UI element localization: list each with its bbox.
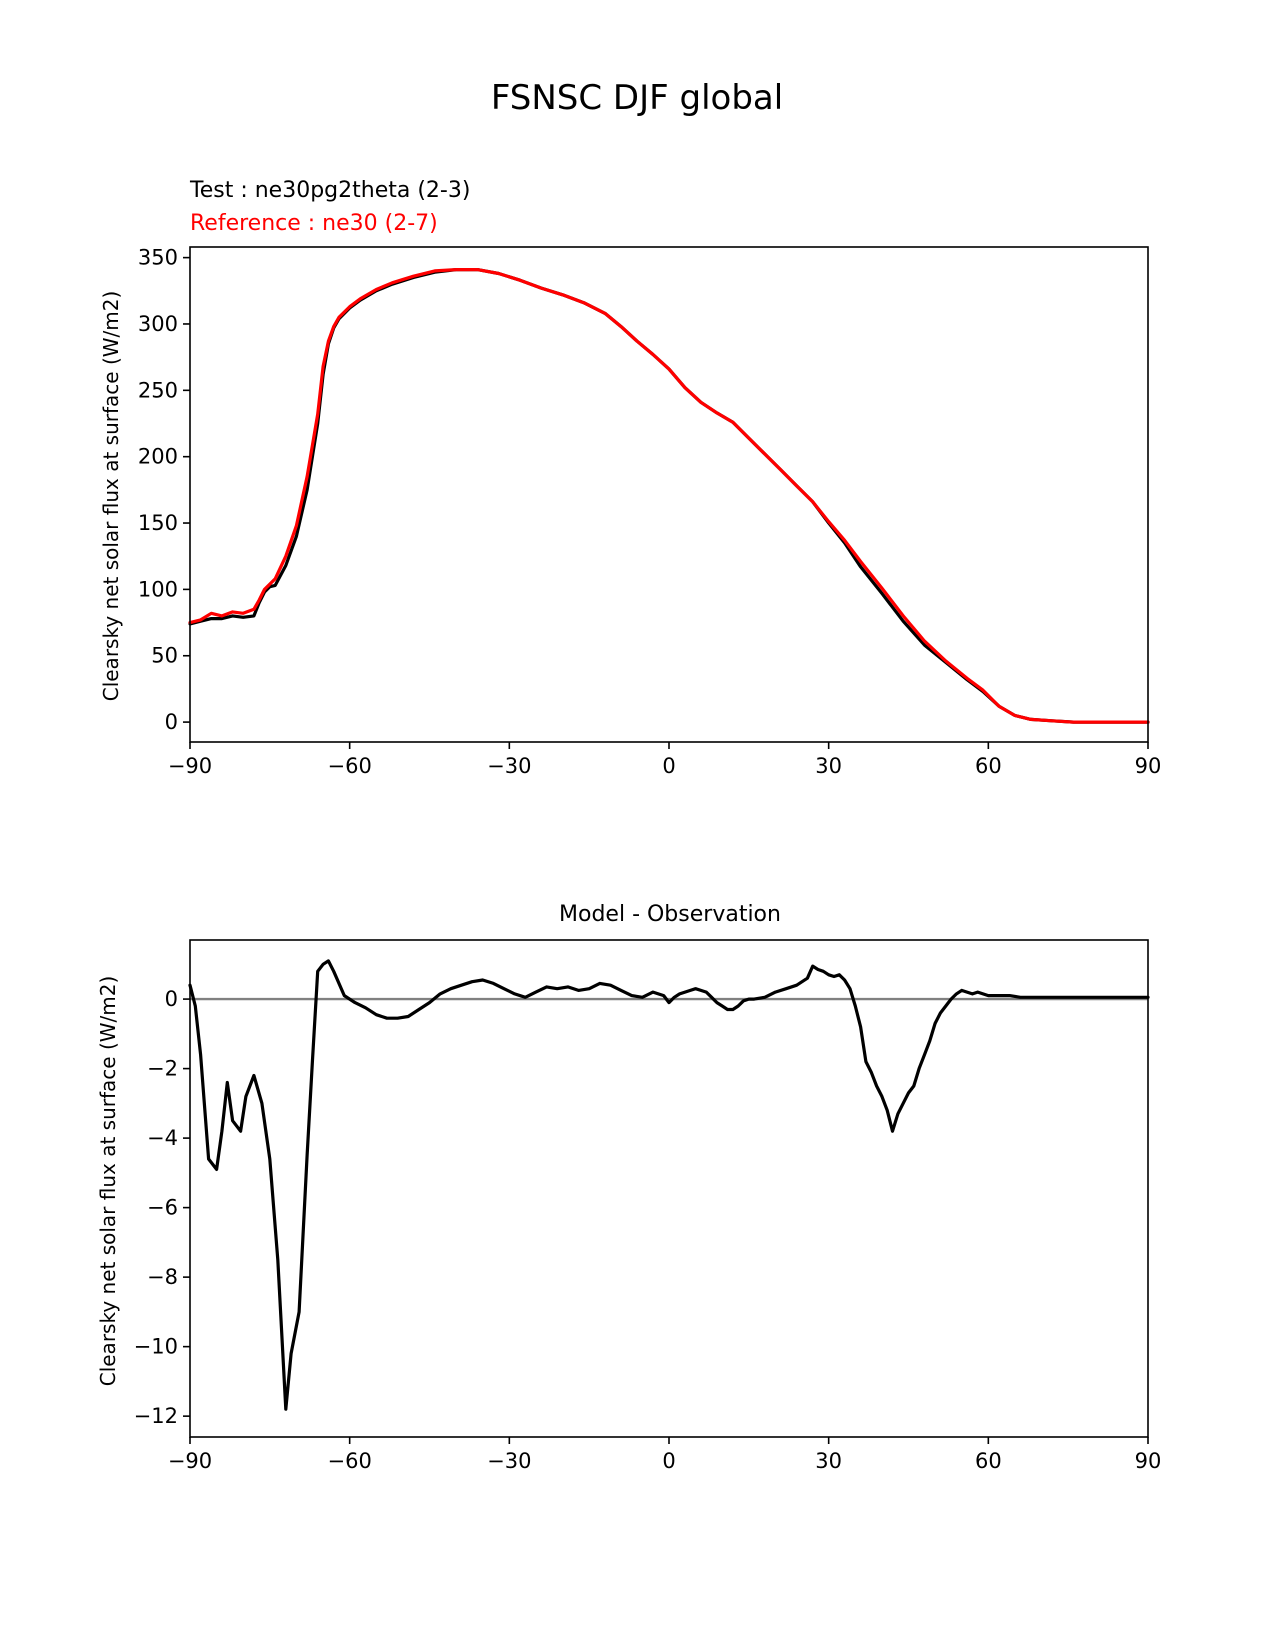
plot-frame xyxy=(189,246,1149,743)
x-tick-label: 0 xyxy=(662,754,675,778)
x-tick-label: −60 xyxy=(328,754,372,778)
x-tick-label: −90 xyxy=(168,754,212,778)
y-tick-label: 250 xyxy=(138,378,178,402)
series-line-bottom-0 xyxy=(188,959,1150,1411)
bottom-panel: Model - Observation Clearsky net solar f… xyxy=(96,902,1161,1473)
top-plot-area: −90 −60 −30 0 30 60 90 0 50 100 150 200 250 300 350 xyxy=(138,246,1161,778)
x-tick-label: 60 xyxy=(975,1449,1002,1473)
y-tick-label: 0 xyxy=(165,987,178,1011)
x-tick-label: −30 xyxy=(487,754,531,778)
y-tick-label: −4 xyxy=(147,1126,178,1150)
y-tick-label: −6 xyxy=(147,1196,178,1220)
x-tick-label: −30 xyxy=(487,1449,531,1473)
figure-title: FSNSC DJF global xyxy=(491,78,783,118)
x-tick-label: −60 xyxy=(328,1449,372,1473)
y-tick-label: 150 xyxy=(138,511,178,535)
plot-frame xyxy=(189,939,1149,1438)
series-line-top-1 xyxy=(188,268,1150,724)
top-panel: Test : ne30pg2theta (2-3) Reference : ne… xyxy=(99,178,1161,778)
y-tick-label: −10 xyxy=(134,1335,178,1359)
bottom-panel-title: Model - Observation xyxy=(559,902,781,927)
y-tick-label: −8 xyxy=(147,1265,178,1289)
y-tick-label: 50 xyxy=(151,644,178,668)
series-line-top-0 xyxy=(188,268,1150,724)
bottom-plot-area: −90 −60 −30 0 30 60 90 −12 −10 −8 −6 −4 −2 0 xyxy=(134,939,1162,1473)
reference-label: Reference : ne30 (2-7) xyxy=(190,211,438,236)
x-tick-label: 30 xyxy=(815,1449,842,1473)
x-tick-label: 90 xyxy=(1135,754,1162,778)
bottom-y-axis-label: Clearsky net solar flux at surface (W/m2… xyxy=(96,976,120,1387)
x-tick-label: −90 xyxy=(168,1449,212,1473)
x-tick-label: 90 xyxy=(1135,1449,1162,1473)
y-tick-label: 350 xyxy=(138,246,178,270)
y-tick-label: −2 xyxy=(147,1057,178,1081)
y-tick-label: −12 xyxy=(134,1404,178,1428)
y-tick-label: 300 xyxy=(138,312,178,336)
x-tick-label: 0 xyxy=(662,1449,675,1473)
y-tick-label: 200 xyxy=(138,445,178,469)
x-tick-label: 60 xyxy=(975,754,1002,778)
y-tick-label: 100 xyxy=(138,577,178,601)
y-tick-label: 0 xyxy=(165,710,178,734)
top-y-axis-label: Clearsky net solar flux at surface (W/m2… xyxy=(99,291,123,702)
x-tick-label: 30 xyxy=(815,754,842,778)
test-label: Test : ne30pg2theta (2-3) xyxy=(189,178,470,203)
